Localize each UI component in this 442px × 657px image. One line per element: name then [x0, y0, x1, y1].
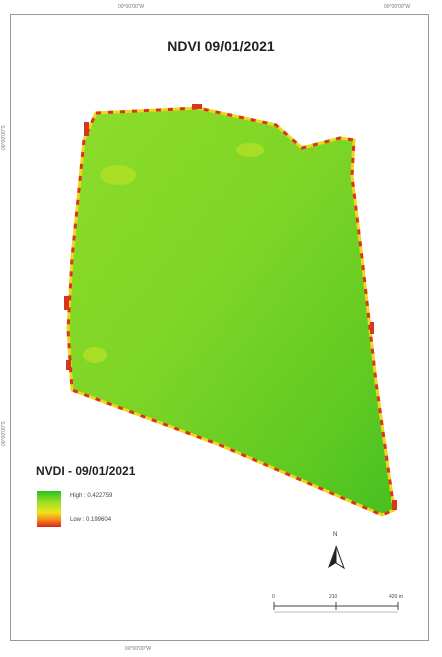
mid-ndvi-patches: [83, 143, 264, 363]
scale-label-420: 420 m: [389, 594, 403, 600]
scale-label-210: 210: [329, 594, 338, 600]
map-frame: [10, 14, 429, 641]
field-edge-low: [66, 106, 396, 517]
legend-low-label: Low : 0.199604: [70, 517, 112, 523]
legend-color-ramp: [37, 491, 61, 527]
scale-bar: [273, 602, 399, 613]
map-title: NDVI 09/01/2021: [167, 38, 275, 54]
coord-bottom-center: 00°00'00"W: [125, 646, 152, 652]
field-polygon: [68, 108, 394, 515]
low-ndvi-patches: [64, 104, 397, 510]
north-arrow: N: [324, 532, 348, 572]
legend-high-label: High : 0.422759: [70, 493, 113, 499]
north-label: N: [333, 532, 338, 538]
north-arrow-icon: [328, 545, 345, 570]
scale-label-0: 0: [272, 594, 275, 600]
legend-title: NVDI - 09/01/2021: [36, 464, 136, 478]
coord-top-right: 00°00'00"W: [384, 4, 411, 10]
coord-top-left: 00°00'00"W: [118, 4, 145, 10]
